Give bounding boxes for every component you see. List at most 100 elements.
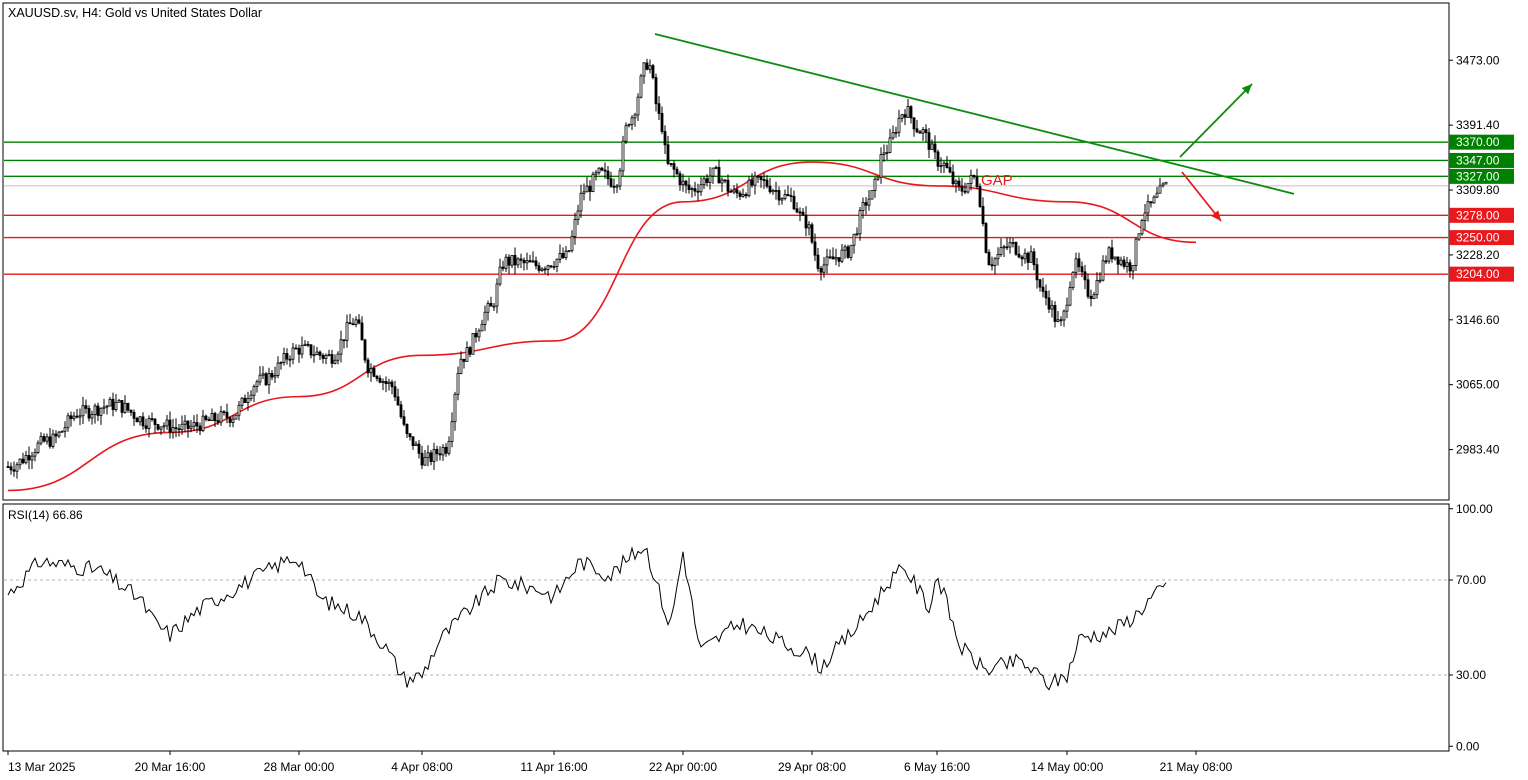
candle-body [666, 144, 670, 164]
candle-body [1029, 251, 1033, 263]
candle-body [318, 351, 322, 356]
candle-body [9, 466, 13, 471]
candle-body [693, 188, 697, 192]
candle-body [750, 179, 754, 186]
candle-body [225, 411, 229, 419]
candle-body [1026, 252, 1030, 263]
candle-body [72, 415, 76, 420]
candle-body [420, 452, 424, 466]
candle-body [765, 179, 769, 187]
candle-body [738, 192, 742, 197]
candle-body [654, 77, 658, 105]
candle-body [174, 427, 178, 430]
candle-body [762, 179, 766, 181]
candle-body [696, 190, 700, 193]
candle-body [1011, 242, 1015, 244]
candle-body [192, 422, 196, 427]
candle-body [549, 265, 553, 268]
candle-body [1008, 242, 1012, 248]
candle-body [273, 375, 277, 378]
candle-body [522, 259, 526, 264]
candle-body [978, 186, 982, 207]
candle-body [66, 415, 70, 429]
candle-body [591, 173, 595, 192]
candle-body [108, 398, 112, 407]
candle-body [348, 322, 352, 325]
candle-body [855, 233, 859, 236]
candle-body [183, 420, 187, 425]
candle-body [789, 195, 793, 197]
candle-body [453, 393, 457, 423]
candle-body [900, 114, 904, 119]
candle-body [243, 397, 247, 403]
candle-body [801, 211, 805, 216]
candle-body [1104, 260, 1108, 263]
candle-body [42, 436, 46, 442]
time-tick-label: 28 Mar 00:00 [264, 760, 335, 774]
candles-layer [6, 58, 1168, 479]
candle-body [189, 425, 193, 429]
candle-body [432, 448, 436, 462]
candle-body [747, 179, 751, 197]
candle-body [795, 208, 799, 213]
candle-body [447, 440, 451, 454]
candle-body [45, 436, 49, 442]
candle-body [582, 191, 586, 194]
candle-body [1146, 201, 1150, 214]
candle-body [69, 415, 73, 420]
candle-body [96, 405, 100, 416]
price-level-label: 3278.00 [1456, 208, 1500, 222]
candle-body [990, 264, 994, 267]
candle-body [804, 214, 808, 229]
candle-body [873, 178, 877, 191]
candle-body [492, 305, 496, 308]
candle-body [744, 194, 748, 197]
time-tick-label: 22 Apr 00:00 [649, 760, 717, 774]
candle-body [735, 189, 739, 194]
candle-body [963, 190, 967, 193]
candle-body [327, 354, 331, 356]
candle-body [972, 174, 976, 178]
candle-body [858, 210, 862, 235]
candle-body [468, 347, 472, 355]
candle-body [1053, 305, 1057, 322]
candle-body [906, 106, 910, 118]
candle-body [1119, 259, 1123, 265]
candle-body [1161, 183, 1165, 187]
candle-body [228, 417, 232, 423]
candle-body [594, 172, 598, 175]
candle-body [828, 256, 832, 259]
time-tick-label: 20 Mar 16:00 [135, 760, 206, 774]
candle-body [294, 347, 298, 350]
candle-body [1107, 247, 1111, 262]
candle-body [708, 175, 712, 183]
price-level-tag [1449, 168, 1514, 184]
candle-body [921, 129, 925, 134]
rsi-chart-frame [2, 503, 1450, 752]
candle-body [375, 375, 379, 379]
price-tick-label: 3065.00 [1456, 378, 1500, 392]
time-tick-label: 6 May 16:00 [904, 760, 970, 774]
candle-body [705, 178, 709, 183]
time-tick-label: 4 Apr 08:00 [391, 760, 453, 774]
candle-body [417, 443, 421, 454]
moving-average-layer [7, 161, 1197, 492]
candle-body [450, 421, 454, 442]
candle-body [414, 443, 418, 446]
candle-body [336, 353, 340, 361]
candle-body [261, 373, 265, 376]
price-tick-label: 3391.40 [1456, 118, 1500, 132]
candle-body [282, 353, 286, 363]
candle-body [822, 264, 826, 273]
candle-body [498, 266, 502, 285]
candle-body [1020, 256, 1024, 260]
candle-body [399, 404, 403, 418]
candle-body [345, 322, 349, 341]
candle-body [213, 413, 217, 422]
rsi-title: RSI(14) 66.86 [8, 508, 83, 522]
candle-body [723, 179, 727, 182]
candle-body [423, 456, 427, 466]
candle-body [771, 190, 775, 193]
candle-body [648, 65, 652, 70]
candle-body [786, 194, 790, 196]
